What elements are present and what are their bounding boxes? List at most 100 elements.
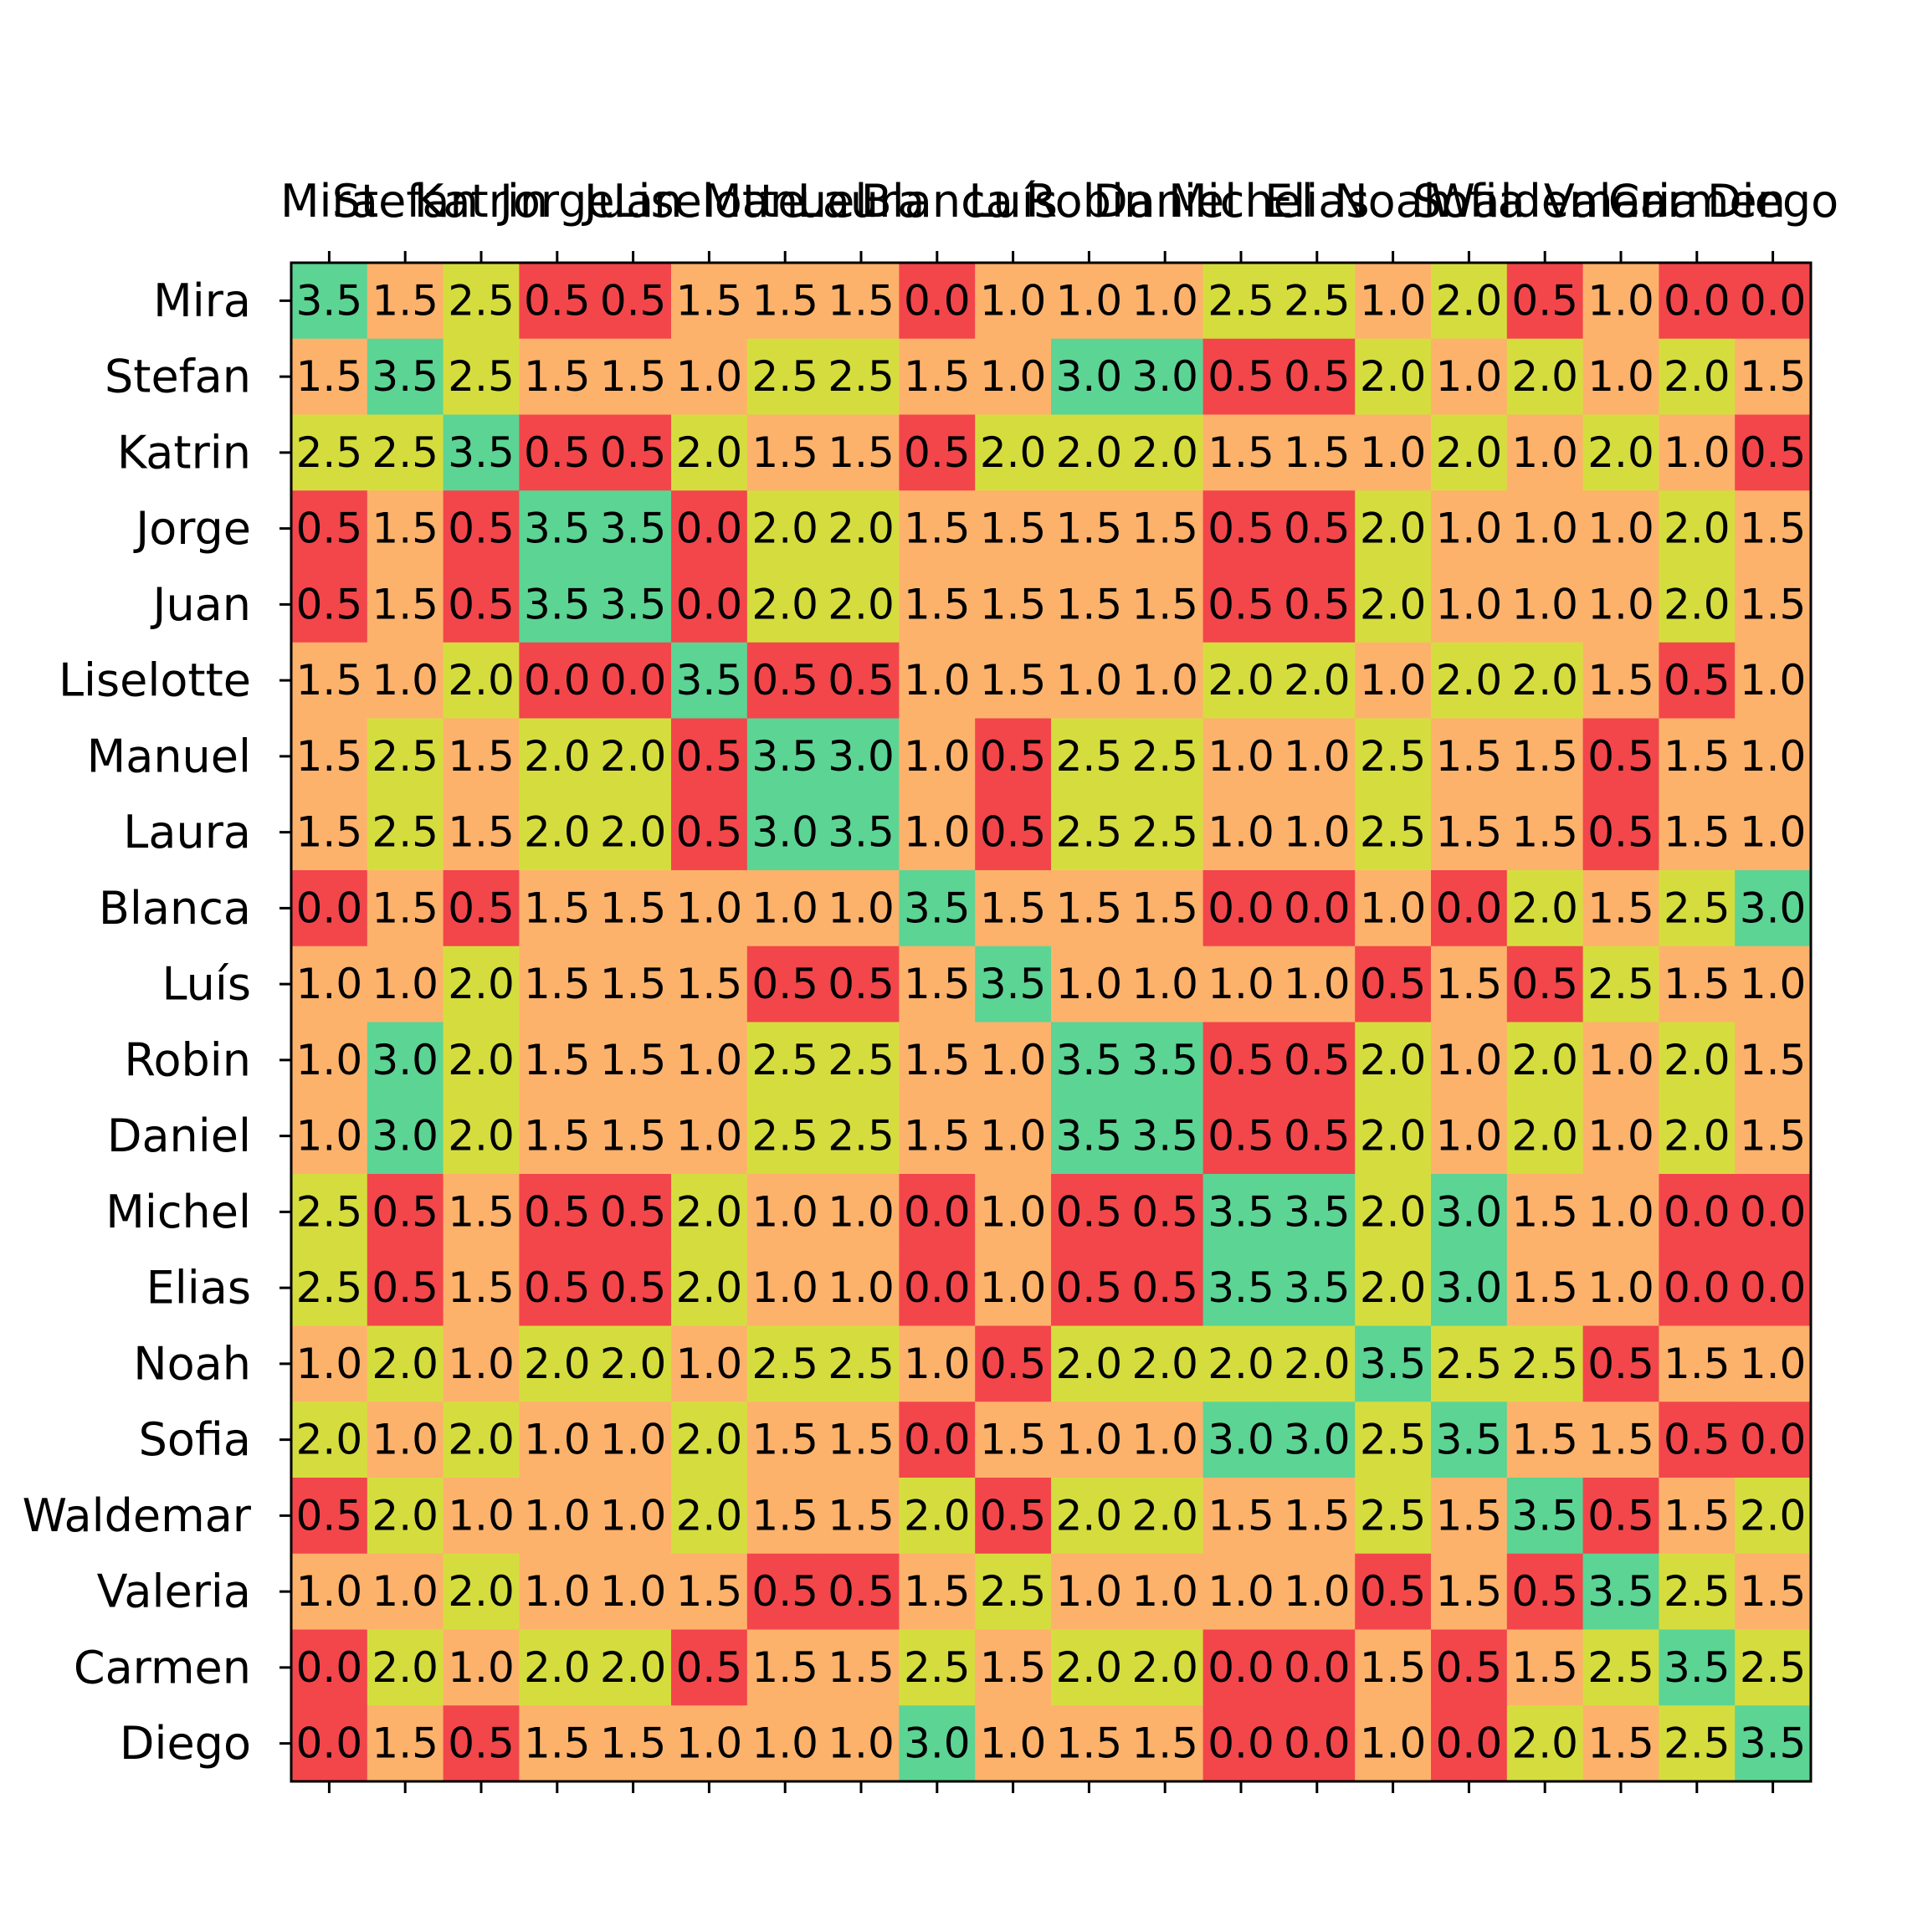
heatmap-cell	[1051, 642, 1128, 720]
heatmap-cell	[746, 1478, 824, 1555]
cell-value-label: 1.5	[1740, 1112, 1807, 1161]
heatmap-cell	[1506, 718, 1584, 795]
heatmap-cell	[1202, 414, 1279, 491]
cell-value-label: 2.0	[448, 1112, 515, 1161]
heatmap-cell	[1279, 1705, 1356, 1782]
heatmap-cell	[1431, 338, 1508, 416]
cell-value-label: 2.0	[1360, 580, 1427, 628]
heatmap-cell	[1659, 870, 1736, 947]
heatmap-cell	[975, 794, 1052, 871]
heatmap-cell	[671, 263, 748, 340]
heatmap-cell	[1431, 1325, 1508, 1402]
heatmap-cell	[443, 1705, 520, 1782]
heatmap-cell	[1582, 1098, 1659, 1175]
heatmap-cell	[1659, 794, 1736, 871]
heatmap-cell	[1431, 1705, 1508, 1782]
heatmap-cell	[1279, 642, 1356, 720]
heatmap-cell	[1126, 1478, 1204, 1555]
cell-value-label: 1.5	[1360, 1643, 1427, 1692]
heatmap-cell	[746, 1249, 824, 1327]
heatmap-cell	[671, 1022, 748, 1099]
heatmap-cell	[519, 1249, 596, 1327]
cell-value-label: 3.5	[1284, 1263, 1351, 1312]
cell-value-label: 1.0	[1208, 1567, 1274, 1616]
cell-value-label: 1.5	[1056, 1719, 1123, 1768]
cell-value-label: 1.0	[1740, 1340, 1807, 1388]
cell-value-label: 0.0	[904, 276, 971, 325]
cell-value-label: 0.5	[1664, 656, 1731, 705]
heatmap-cell	[367, 794, 444, 871]
cell-value-label: 1.0	[600, 1567, 667, 1616]
heatmap-cell	[1355, 642, 1432, 720]
heatmap-cell	[899, 794, 976, 871]
cell-value-label: 2.0	[524, 1643, 591, 1692]
cell-value-label: 1.0	[904, 808, 971, 857]
heatmap-cell	[823, 338, 900, 416]
cell-value-label: 1.0	[1664, 428, 1731, 477]
x-tick-label: Sofia	[1413, 175, 1525, 228]
heatmap-cell	[1279, 1249, 1356, 1327]
cell-value-label: 1.0	[524, 1567, 591, 1616]
cell-value-label: 0.5	[1360, 960, 1427, 1008]
cell-value-label: 0.5	[980, 1491, 1047, 1540]
x-tick-label: Blanca	[861, 175, 1013, 228]
cell-value-label: 0.5	[1284, 1036, 1351, 1084]
heatmap-cell	[1355, 1402, 1432, 1478]
heatmap-cell	[595, 263, 672, 340]
cell-value-label: 2.0	[1360, 1263, 1427, 1312]
heatmap-cell	[746, 338, 824, 416]
heatmap-cell	[975, 338, 1052, 416]
heatmap-cell	[291, 414, 368, 491]
heatmap-cell	[899, 1402, 976, 1478]
cell-value-label: 1.5	[524, 1112, 591, 1161]
heatmap-cell	[899, 1249, 976, 1327]
heatmap-cell	[367, 338, 444, 416]
heatmap-cell	[1582, 1022, 1659, 1099]
cell-value-label: 0.5	[1511, 960, 1578, 1008]
cell-value-label: 0.5	[1360, 1567, 1427, 1616]
heatmap-cell	[1582, 1325, 1659, 1402]
heatmap-cell	[746, 263, 824, 340]
cell-value-label: 2.5	[1587, 960, 1654, 1008]
heatmap-cell	[1051, 946, 1128, 1023]
heatmap-cell	[1126, 870, 1204, 947]
cell-value-label: 1.5	[1740, 580, 1807, 628]
heatmap-cell	[1735, 1478, 1812, 1555]
heatmap-cell	[1279, 1325, 1356, 1402]
cell-value-label: 1.5	[600, 1112, 667, 1161]
cell-value-label: 0.0	[904, 1263, 971, 1312]
cell-value-label: 2.0	[1056, 1643, 1123, 1692]
cell-value-label: 1.0	[1284, 960, 1351, 1008]
cell-value-label: 1.0	[1131, 656, 1198, 705]
cell-value-label: 1.5	[1740, 1567, 1807, 1616]
heatmap-cell	[1582, 870, 1659, 947]
cell-value-label: 1.0	[1740, 732, 1807, 781]
cell-value-label: 2.5	[751, 1340, 818, 1388]
heatmap-cell	[1735, 1098, 1812, 1175]
cell-value-label: 0.0	[904, 1187, 971, 1236]
heatmap-cell	[1431, 414, 1508, 491]
heatmap-cell	[899, 1478, 976, 1555]
cell-value-label: 1.0	[600, 1491, 667, 1540]
cell-value-label: 0.5	[1511, 276, 1578, 325]
heatmap-cell	[671, 718, 748, 795]
y-tick-label: Carmen	[74, 1641, 251, 1694]
cell-value-label: 2.0	[448, 1416, 515, 1464]
heatmap-cell	[671, 642, 748, 720]
heatmap-cell	[1431, 1249, 1508, 1327]
cell-value-label: 2.5	[751, 1112, 818, 1161]
heatmap-cell	[443, 1402, 520, 1478]
cell-value-label: 2.0	[1056, 428, 1123, 477]
heatmap-cell	[746, 1325, 824, 1402]
cell-value-label: 2.5	[1056, 732, 1123, 781]
heatmap-cell	[1126, 1402, 1204, 1478]
y-tick-labels: Mira Stefan Katrin Jorge Juan Liselotte Manuel…	[23, 274, 252, 1770]
cell-value-label: 1.5	[600, 960, 667, 1008]
x-tick-label: Stefan	[332, 175, 479, 228]
heatmap-cell	[1506, 1478, 1584, 1555]
heatmap-cell	[1506, 1098, 1584, 1175]
cell-value-label: 1.5	[1131, 505, 1198, 553]
heatmap-cell	[1051, 566, 1128, 643]
cell-value-label: 0.5	[828, 656, 895, 705]
cell-value-label: 0.5	[1056, 1263, 1123, 1312]
